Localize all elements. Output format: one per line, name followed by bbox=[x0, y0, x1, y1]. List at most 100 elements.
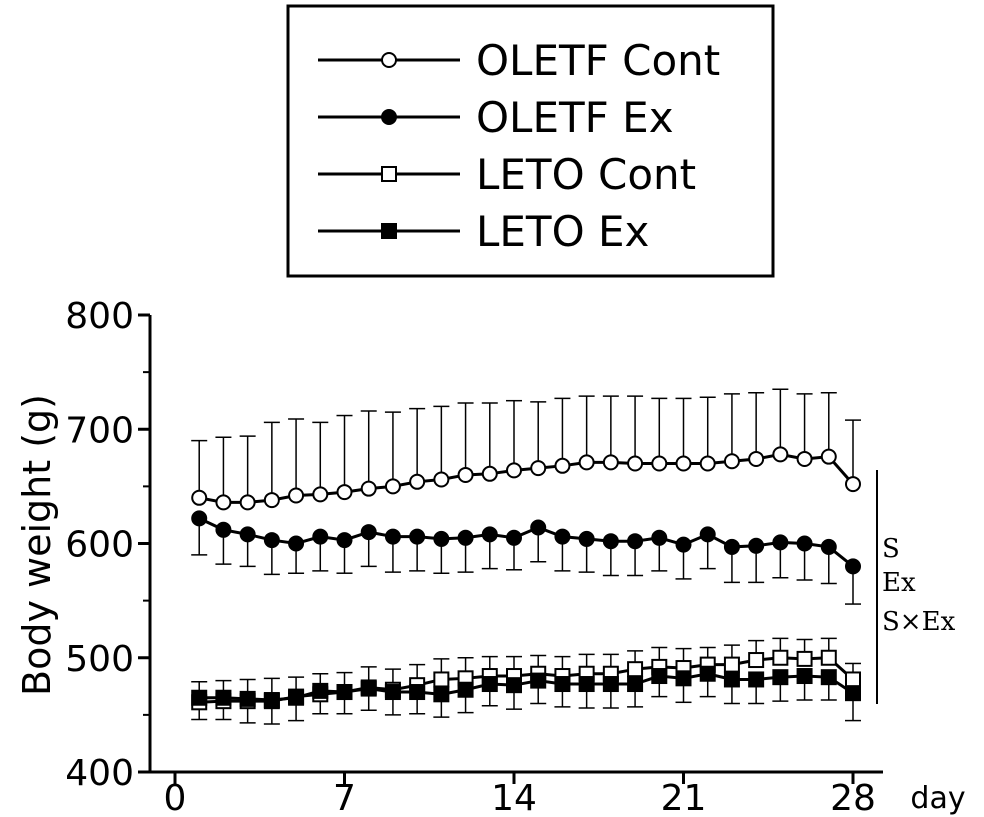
legend-marker bbox=[381, 109, 397, 125]
data-point bbox=[384, 528, 401, 545]
series-line bbox=[199, 672, 854, 702]
series-lines bbox=[198, 452, 855, 704]
x-axis-label: day bbox=[910, 781, 965, 816]
data-point bbox=[554, 528, 571, 545]
data-point bbox=[796, 450, 813, 467]
data-point bbox=[481, 526, 498, 543]
legend-label: LETO Ex bbox=[476, 207, 649, 256]
data-point bbox=[457, 466, 474, 483]
x-tick-label: 14 bbox=[491, 778, 537, 817]
data-point bbox=[845, 685, 861, 702]
x-tick-label: 7 bbox=[333, 778, 356, 817]
data-point bbox=[723, 671, 740, 688]
legend: OLETF Cont OLETF Ex LETO Cont LETO Ex bbox=[318, 36, 720, 256]
data-point bbox=[602, 676, 619, 693]
data-point bbox=[360, 680, 377, 697]
data-point bbox=[651, 455, 668, 472]
data-point bbox=[409, 473, 426, 490]
x-tick-label: 21 bbox=[661, 778, 707, 817]
annotation-s: S bbox=[882, 534, 900, 564]
y-tick-label: 600 bbox=[65, 525, 134, 566]
data-point bbox=[772, 669, 789, 686]
data-point bbox=[263, 692, 280, 709]
data-point bbox=[409, 684, 426, 701]
data-point bbox=[554, 457, 571, 474]
series-line bbox=[198, 517, 854, 568]
data-point bbox=[457, 529, 474, 546]
data-point bbox=[312, 528, 329, 545]
data-point bbox=[723, 656, 740, 673]
data-point bbox=[772, 649, 789, 666]
data-point bbox=[820, 669, 837, 686]
data-point bbox=[723, 538, 740, 555]
data-point bbox=[288, 487, 305, 504]
data-point bbox=[481, 676, 498, 693]
data-point bbox=[288, 689, 305, 706]
data-point bbox=[457, 681, 474, 698]
data-point bbox=[433, 671, 450, 688]
y-axis-label: Body weight (g) bbox=[15, 394, 59, 696]
data-point bbox=[530, 672, 547, 689]
data-point bbox=[675, 455, 692, 472]
legend-marker bbox=[381, 223, 397, 239]
data-point bbox=[336, 484, 353, 501]
data-point bbox=[215, 494, 232, 511]
data-point bbox=[215, 521, 232, 538]
data-point bbox=[384, 478, 401, 495]
data-point bbox=[699, 526, 716, 543]
y-axis-ticks: 400 500 600 700 800 bbox=[65, 296, 150, 794]
data-point bbox=[796, 535, 813, 552]
data-point bbox=[191, 510, 208, 527]
data-point bbox=[506, 462, 522, 479]
data-point bbox=[578, 676, 595, 693]
data-point bbox=[384, 684, 401, 701]
data-point bbox=[748, 537, 765, 554]
data-point bbox=[627, 676, 644, 693]
data-point bbox=[433, 471, 450, 488]
data-point bbox=[336, 532, 353, 549]
data-point bbox=[845, 558, 861, 575]
data-point bbox=[239, 494, 256, 511]
data-point bbox=[602, 454, 619, 471]
data-point bbox=[433, 686, 450, 703]
data-point bbox=[578, 530, 595, 547]
data-point bbox=[772, 446, 789, 463]
annotation-sxex: S×Ex bbox=[882, 607, 956, 637]
data-point bbox=[627, 533, 644, 550]
data-point bbox=[845, 476, 861, 493]
data-point bbox=[820, 649, 837, 666]
data-point bbox=[215, 689, 232, 706]
data-point bbox=[263, 492, 280, 509]
data-point bbox=[554, 676, 571, 693]
data-point bbox=[312, 682, 329, 699]
data-point bbox=[239, 690, 256, 707]
data-point bbox=[723, 453, 740, 470]
data-point bbox=[360, 524, 377, 541]
x-tick-label: 28 bbox=[830, 778, 876, 817]
data-point bbox=[820, 538, 837, 555]
data-point bbox=[796, 668, 813, 685]
data-point bbox=[748, 450, 765, 467]
data-point bbox=[288, 535, 305, 552]
data-point bbox=[506, 529, 522, 546]
legend-label: LETO Cont bbox=[476, 150, 696, 199]
data-point bbox=[481, 465, 498, 482]
x-tick-label: 0 bbox=[164, 778, 187, 817]
data-point bbox=[530, 460, 547, 477]
legend-label: OLETF Ex bbox=[476, 93, 674, 142]
data-point bbox=[675, 536, 692, 553]
y-tick-label: 500 bbox=[65, 639, 134, 680]
series-markers bbox=[191, 446, 861, 711]
data-point bbox=[263, 532, 280, 549]
data-point bbox=[433, 530, 450, 547]
y-tick-label: 700 bbox=[65, 410, 134, 451]
data-point bbox=[627, 455, 644, 472]
data-point bbox=[845, 671, 861, 688]
series-line bbox=[198, 452, 855, 504]
data-point bbox=[748, 671, 765, 688]
legend-label: OLETF Cont bbox=[476, 36, 720, 85]
y-tick-label: 400 bbox=[65, 753, 134, 794]
data-point bbox=[627, 661, 644, 678]
data-point bbox=[360, 480, 377, 497]
